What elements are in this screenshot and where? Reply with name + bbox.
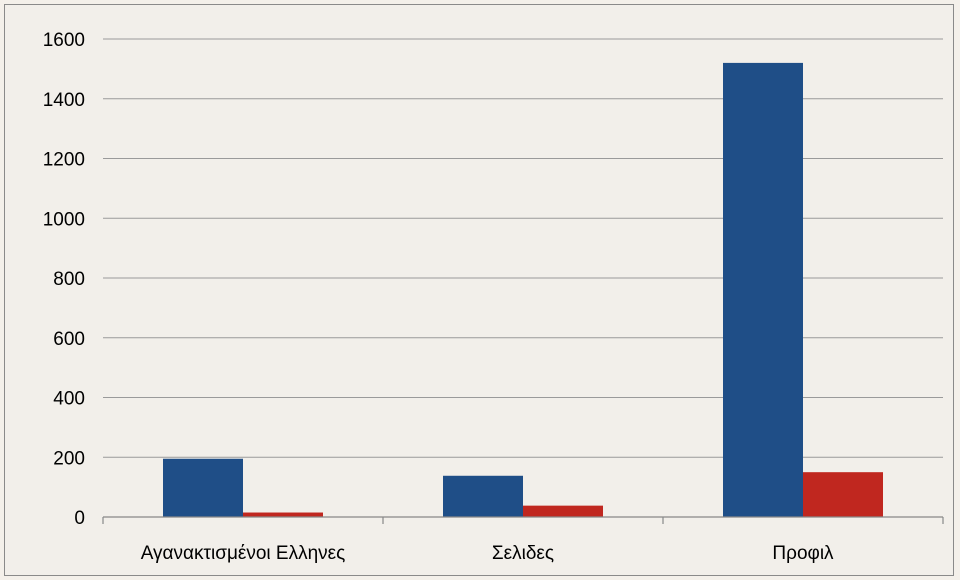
y-tick-label: 1600 [43,30,85,51]
bar-series1-0 [163,458,243,517]
x-category-label: Αγανακτισμένοι Ελληνες [141,543,346,564]
bar-chart: 0 200 400 600 800 1000 1200 1400 1600 Αγανακτισμ… [43,30,944,564]
y-tick-label: 800 [53,269,85,290]
bar-series2-1 [523,505,603,517]
bar-series1-1 [443,475,523,517]
y-tick-label: 1400 [43,90,85,111]
y-tick-label: 600 [53,329,85,350]
chart-frame: 0 200 400 600 800 1000 1200 1400 1600 Αγανακτισμ… [4,4,954,576]
x-category-label: Προφιλ [772,543,834,564]
y-tick-label: 400 [53,389,85,410]
bar-series2-0 [243,512,323,517]
bars [163,62,883,518]
gridlines [103,38,943,458]
y-axis-ticks: 0 200 400 600 800 1000 1200 1400 1600 [43,30,85,529]
x-category-label: Σελιδες [492,543,554,564]
y-tick-label: 0 [74,508,85,529]
y-tick-label: 1000 [43,209,85,230]
y-tick-label: 200 [53,448,85,469]
bar-series1-2 [723,62,803,518]
x-axis: Αγανακτισμένοι Ελληνες Σελιδες Προφιλ [102,516,944,564]
bar-series2-2 [803,472,883,517]
y-tick-label: 1200 [43,150,85,171]
